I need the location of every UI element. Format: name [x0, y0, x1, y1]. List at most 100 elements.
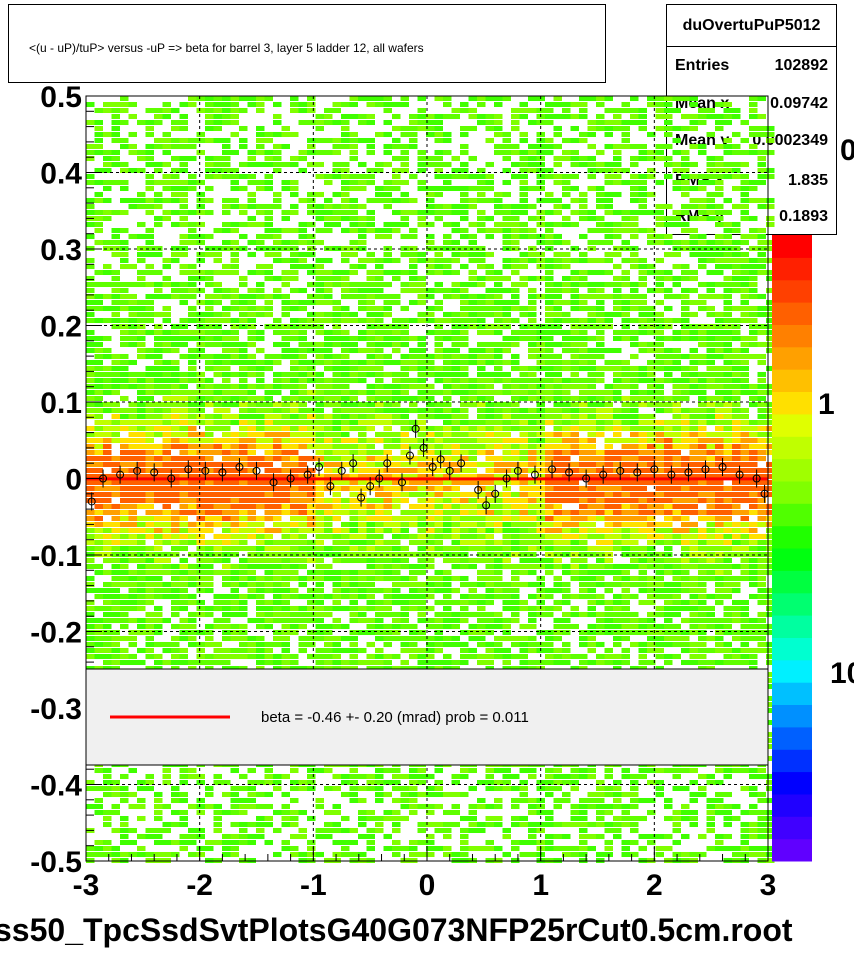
heatmap-cell: [162, 732, 171, 737]
heatmap-cell: [111, 246, 120, 251]
heatmap-cell: [443, 204, 452, 209]
heatmap-cell: [392, 744, 401, 749]
heatmap-cell: [315, 750, 324, 755]
heatmap-cell: [222, 354, 231, 359]
heatmap-cell: [179, 138, 188, 143]
heatmap-cell: [298, 504, 307, 509]
heatmap-cell: [366, 714, 375, 719]
heatmap-cell: [502, 486, 511, 491]
heatmap-cell: [290, 810, 299, 815]
heatmap-cell: [213, 408, 222, 413]
heatmap-cell: [188, 264, 197, 269]
heatmap-cell: [332, 330, 341, 335]
heatmap-cell: [417, 654, 426, 659]
heatmap-cell: [239, 318, 248, 323]
heatmap-cell: [315, 522, 324, 527]
heatmap-cell: [451, 858, 460, 863]
heatmap-cell: [460, 630, 469, 635]
heatmap-cell: [366, 810, 375, 815]
heatmap-cell: [171, 252, 180, 257]
heatmap-cell: [494, 678, 503, 683]
heatmap-cell: [494, 468, 503, 473]
heatmap-cell: [247, 588, 256, 593]
heatmap-cell: [511, 504, 520, 509]
heatmap-cell: [502, 306, 511, 311]
heatmap-cell: [281, 486, 290, 491]
heatmap-cell: [443, 660, 452, 665]
heatmap-cell: [332, 462, 341, 467]
stat-value: 0.09742: [770, 95, 828, 112]
heatmap-cell: [494, 228, 503, 233]
heatmap-cell: [264, 744, 273, 749]
heatmap-cell: [519, 600, 528, 605]
heatmap-cell: [528, 456, 537, 461]
heatmap-cell: [519, 534, 528, 539]
heatmap-cell: [349, 372, 358, 377]
heatmap-cell: [256, 456, 265, 461]
heatmap-cell: [417, 498, 426, 503]
heatmap-cell: [426, 834, 435, 839]
heatmap-cell: [392, 708, 401, 713]
heatmap-cell: [528, 396, 537, 401]
heatmap-cell: [307, 432, 316, 437]
heatmap-cell: [451, 408, 460, 413]
heatmap-cell: [137, 522, 146, 527]
heatmap-cell: [196, 396, 205, 401]
heatmap-cell: [366, 462, 375, 467]
heatmap-cell: [94, 318, 103, 323]
heatmap-cell: [358, 96, 367, 101]
heatmap-cell: [536, 474, 545, 479]
heatmap-cell: [434, 126, 443, 131]
heatmap-cell: [247, 822, 256, 827]
heatmap-cell: [307, 606, 316, 611]
heatmap-cell: [511, 108, 520, 113]
heatmap-cell: [94, 348, 103, 353]
heatmap-cell: [494, 366, 503, 371]
heatmap-cell: [409, 144, 418, 149]
heatmap-cell: [511, 234, 520, 239]
heatmap-cell: [426, 426, 435, 431]
heatmap-cell: [477, 582, 486, 587]
heatmap-cell: [256, 678, 265, 683]
heatmap-cell: [383, 396, 392, 401]
heatmap-cell: [298, 318, 307, 323]
heatmap-cell: [196, 300, 205, 305]
heatmap-cell: [477, 102, 486, 107]
heatmap-cell: [528, 486, 537, 491]
heatmap-cell: [451, 204, 460, 209]
heatmap-cell: [468, 720, 477, 725]
heatmap-cell: [315, 228, 324, 233]
heatmap-cell: [324, 180, 333, 185]
heatmap-cell: [511, 420, 520, 425]
heatmap-cell: [519, 234, 528, 239]
heatmap-cell: [222, 552, 231, 557]
heatmap-cell: [264, 150, 273, 155]
heatmap-cell: [298, 780, 307, 785]
heatmap-cell: [128, 462, 137, 467]
heatmap-cell: [477, 474, 486, 479]
heatmap-cell: [400, 252, 409, 257]
heatmap-cell: [511, 444, 520, 449]
heatmap-cell: [417, 396, 426, 401]
heatmap-cell: [366, 144, 375, 149]
heatmap-cell: [94, 606, 103, 611]
heatmap-cell: [528, 414, 537, 419]
heatmap-cell: [256, 762, 265, 767]
heatmap-cell: [341, 666, 350, 671]
heatmap-cell: [383, 642, 392, 647]
heatmap-cell: [273, 258, 282, 263]
heatmap-cell: [443, 456, 452, 461]
heatmap-cell: [460, 678, 469, 683]
heatmap-cell: [332, 300, 341, 305]
heatmap-cell: [434, 660, 443, 665]
heatmap-cell: [86, 534, 95, 539]
heatmap-cell: [443, 552, 452, 557]
heatmap-cell: [417, 666, 426, 671]
heatmap-cell: [222, 336, 231, 341]
heatmap-cell: [128, 516, 137, 521]
heatmap-cell: [273, 504, 282, 509]
heatmap-cell: [239, 444, 248, 449]
heatmap-cell: [205, 672, 214, 677]
heatmap-cell: [239, 564, 248, 569]
heatmap-cell: [196, 330, 205, 335]
